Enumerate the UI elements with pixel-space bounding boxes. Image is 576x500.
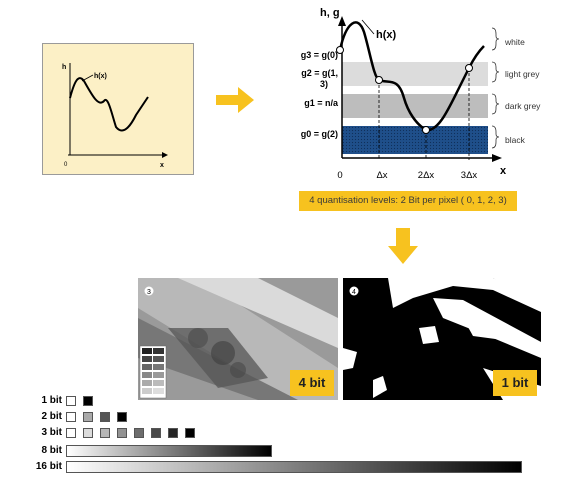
swatch-2bit-1 — [83, 412, 93, 422]
photo-1bit-number: 4 — [352, 289, 356, 296]
photo-1bit: 4 1 bit — [343, 278, 541, 400]
swatch-3bit-6 — [168, 428, 178, 438]
band-light-grey — [342, 62, 488, 86]
sample-point-0 — [336, 46, 344, 54]
x-tick-0: 0 — [337, 170, 342, 181]
sketch-curve — [69, 77, 149, 132]
swatch-3bit-5 — [151, 428, 161, 438]
band-dark-grey — [342, 94, 488, 118]
y-axis-arrow — [338, 16, 346, 26]
diagram-curve-label: h(x) — [376, 29, 397, 41]
diagram-x-label: x — [500, 165, 507, 177]
arrow-right-icon — [216, 87, 254, 113]
swatch-3bit-0 — [66, 428, 76, 438]
photo-4bit-number: 3 — [147, 289, 151, 296]
sketch-graph: h h(x) 0 x — [62, 63, 168, 169]
caption-bar: 4 quantisation levels: 2 Bit per pixel (… — [299, 191, 517, 211]
band-label-black: black — [505, 135, 526, 145]
swatch-2bit-0 — [66, 412, 76, 422]
sketch-panel — [42, 43, 194, 175]
curve-leader — [361, 19, 375, 35]
brace-black — [491, 125, 500, 149]
sample-point-1 — [375, 76, 383, 84]
bit-label-16: 16 bit — [35, 461, 62, 472]
sketch-x-arrow — [162, 152, 168, 158]
badge-4bit: 4 bit — [290, 370, 334, 396]
quantisation-diagram: h, g h(x) g3 = g(0) g2 = g(1, 3) g1 = n/… — [301, 7, 541, 181]
level-g1: g1 = n/a — [304, 98, 339, 108]
brace-dark-grey — [491, 93, 500, 115]
sketch-curve-label: h(x) — [94, 73, 107, 80]
sketch-h-label: h — [62, 64, 66, 71]
swatch-3bit-3 — [117, 428, 127, 438]
badge-1bit: 1 bit — [493, 370, 537, 396]
bit-label-3: 3 bit — [41, 427, 62, 438]
level-g3: g3 = g(0) — [301, 50, 338, 60]
level-g2-line1: g2 = g(1, — [301, 68, 338, 78]
band-label-dark-grey: dark grey — [505, 101, 541, 111]
bit-label-8: 8 bit — [41, 445, 62, 456]
swatch-1bit-0 — [66, 396, 76, 406]
gradient-bar-8bit — [66, 445, 272, 457]
sketch-leader — [81, 74, 94, 82]
sample-point-2 — [422, 126, 430, 134]
x-axis-arrow — [492, 154, 502, 162]
bit-label-1: 1 bit — [41, 395, 62, 406]
photo-4bit-image: 3 — [138, 278, 338, 400]
swatch-3bit-4 — [134, 428, 144, 438]
brace-light-grey — [491, 61, 500, 83]
diagram-axis-label: h, g — [320, 7, 340, 19]
band-label-white: white — [504, 37, 525, 47]
level-g2-line2: 3) — [320, 79, 328, 89]
sketch-x-label: x — [160, 162, 164, 169]
sketch-origin-label: 0 — [64, 162, 68, 168]
photo-4bit: 3 4 bit — [138, 278, 338, 400]
bit-label-2: 2 bit — [41, 411, 62, 422]
x-tick-3: 3Δx — [461, 170, 478, 181]
swatch-3bit-2 — [100, 428, 110, 438]
x-tick-1: Δx — [376, 170, 387, 181]
band-label-light-grey: light grey — [505, 69, 540, 79]
band-black-texture — [342, 126, 488, 154]
swatch-2bit-2 — [100, 412, 110, 422]
swatch-3bit-1 — [83, 428, 93, 438]
arrow-down-icon — [388, 228, 418, 264]
gradient-bar-16bit — [66, 461, 522, 473]
swatch-1bit-1 — [83, 396, 93, 406]
brace-white — [491, 27, 500, 51]
x-tick-2: 2Δx — [418, 170, 435, 181]
swatch-3bit-7 — [185, 428, 195, 438]
level-g0: g0 = g(2) — [301, 129, 338, 139]
swatch-2bit-3 — [117, 412, 127, 422]
sample-point-3 — [465, 64, 473, 72]
